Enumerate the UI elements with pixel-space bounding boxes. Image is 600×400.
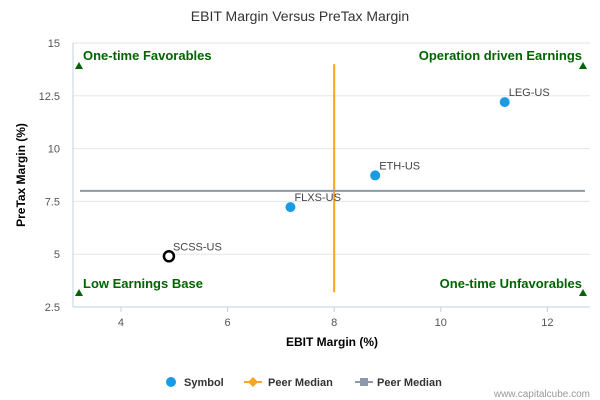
x-tick-label: 6 — [225, 317, 231, 329]
y-tick-label: 12.5 — [39, 91, 60, 103]
credit-text: www.capitalcube.com — [493, 389, 590, 400]
data-point — [162, 250, 176, 263]
x-tick-label: 4 — [118, 317, 124, 329]
legend-label: Symbol — [184, 377, 224, 389]
quadrant-label-top-left: One-time Favorables — [83, 48, 212, 63]
legend-square-icon — [360, 378, 368, 386]
y-tick-label: 15 — [48, 38, 60, 50]
legend-label: Peer Median — [377, 377, 442, 389]
x-axis-title: EBIT Margin (%) — [286, 335, 378, 349]
quadrant-label-bottom-right: One-time Unfavorables — [440, 276, 582, 291]
data-point — [285, 202, 296, 213]
y-tick-labels: 2.5 5 7.5 10 12.5 15 — [39, 38, 60, 314]
y-tick-label: 7.5 — [45, 196, 60, 208]
legend: Symbol Peer Median Peer Median — [166, 377, 442, 389]
data-point — [370, 170, 381, 181]
y-tick-label: 10 — [48, 144, 60, 156]
legend-circle-icon — [166, 377, 176, 387]
quadrant-marker-bottom-left — [75, 289, 83, 296]
quadrant-marker-bottom-right — [579, 289, 587, 296]
data-points: LEG-US ETH-US FLXS-US SCSS-US — [162, 87, 550, 263]
x-tick-label: 8 — [331, 317, 337, 329]
legend-diamond-icon — [248, 377, 258, 387]
quadrant-labels: One-time Favorables Operation driven Ear… — [75, 48, 587, 296]
peer-median-lines — [80, 64, 585, 293]
data-point — [499, 97, 510, 108]
x-tick-labels: 4 6 8 10 12 — [118, 317, 554, 329]
axes — [72, 43, 590, 312]
quadrant-label-top-right: Operation driven Earnings — [419, 48, 582, 63]
y-tick-label: 2.5 — [45, 302, 60, 314]
legend-item-peer-median-y[interactable]: Peer Median — [355, 377, 442, 389]
data-point-label: SCSS-US — [173, 241, 222, 253]
y-axis-title: PreTax Margin (%) — [14, 123, 28, 227]
y-tick-label: 5 — [54, 249, 60, 261]
y-gridlines — [73, 42, 590, 255]
quadrant-marker-top-left — [75, 62, 83, 69]
x-tick-label: 12 — [541, 317, 553, 329]
quadrant-marker-top-right — [579, 62, 587, 69]
data-point-label: FLXS-US — [294, 192, 340, 204]
x-tick-label: 10 — [435, 317, 447, 329]
quadrant-label-bottom-left: Low Earnings Base — [83, 276, 203, 291]
legend-item-peer-median-x[interactable]: Peer Median — [244, 377, 333, 389]
data-point-label: ETH-US — [379, 160, 420, 172]
legend-item-symbol[interactable]: Symbol — [166, 377, 224, 389]
data-point-label: LEG-US — [509, 87, 550, 99]
legend-label: Peer Median — [268, 377, 333, 389]
chart-title: EBIT Margin Versus PreTax Margin — [191, 8, 409, 24]
